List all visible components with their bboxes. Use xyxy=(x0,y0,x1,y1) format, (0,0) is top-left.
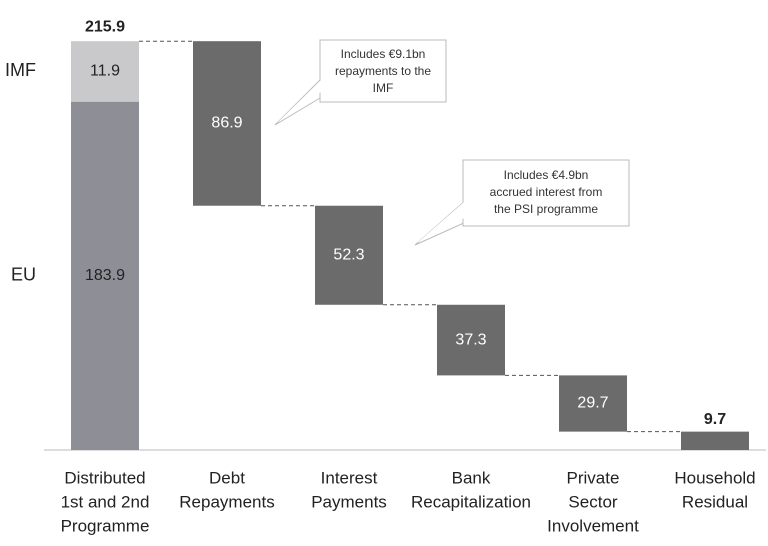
value-label: 9.7 xyxy=(704,411,726,428)
x-tick-label: Private xyxy=(567,468,620,487)
x-tick-label: Programme xyxy=(61,516,150,535)
step-bar xyxy=(193,41,261,206)
legend-label: EU xyxy=(11,265,36,285)
x-tick-label: Residual xyxy=(682,492,748,511)
segment-label: 183.9 xyxy=(85,267,125,284)
x-tick-label: Interest xyxy=(321,468,378,487)
value-label: 29.7 xyxy=(577,395,608,412)
x-tick-label: Distributed xyxy=(64,468,145,487)
stack-segment xyxy=(71,101,139,450)
callout-box xyxy=(462,159,630,227)
x-tick-label: 1st and 2nd xyxy=(61,492,150,511)
annotation-text: accrued interest from xyxy=(490,185,603,199)
x-tick-label: Household xyxy=(674,468,755,487)
x-tick-label: Sector xyxy=(568,492,617,511)
value-label: 52.3 xyxy=(333,246,364,263)
callout-2 xyxy=(414,159,630,246)
annotation-text: IMF xyxy=(373,81,394,95)
annotation-text: Includes €4.9bn xyxy=(504,168,589,182)
x-tick-label: Bank xyxy=(452,468,491,487)
x-tick-label: Payments xyxy=(311,492,387,511)
callout-1 xyxy=(274,39,447,126)
annotation-text: the PSI programme xyxy=(494,202,598,216)
annotation-text: repayments to the xyxy=(335,64,431,78)
step-bar xyxy=(315,205,383,305)
step-bar xyxy=(681,431,749,450)
step-bar xyxy=(559,375,627,432)
step-bar xyxy=(437,304,505,376)
callout-box xyxy=(319,39,447,103)
segment-label: 11.9 xyxy=(90,63,120,80)
value-label: 86.9 xyxy=(211,115,242,132)
x-tick-label: Involvement xyxy=(547,516,639,535)
stack-segment xyxy=(71,79,139,102)
x-tick-label: Debt xyxy=(209,468,245,487)
value-label: 37.3 xyxy=(455,331,486,348)
legend-label: IMF xyxy=(5,60,36,80)
annotation-text: Includes €9.1bn xyxy=(341,47,426,61)
x-tick-label: Repayments xyxy=(179,492,274,511)
total-label: 215.9 xyxy=(85,18,125,35)
x-tick-label: Recapitalization xyxy=(411,492,531,511)
